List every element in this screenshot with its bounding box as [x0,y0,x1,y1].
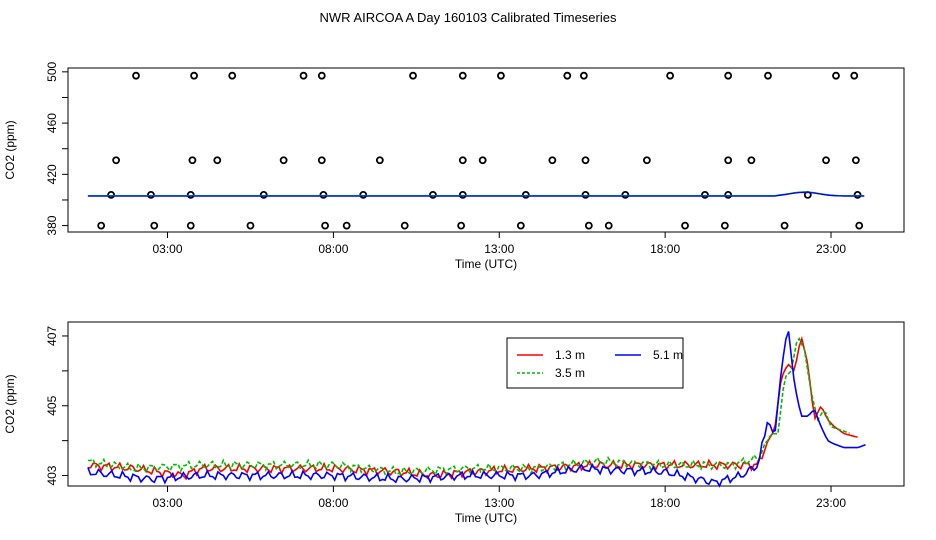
top-y-tick-label: 460 [45,113,59,133]
top-plot-frame [67,67,905,233]
bottom-panel: 03:00 08:00 13:00 18:00 23:00 403 405 407 Time (… [3,321,905,525]
top-scatter-point [516,221,525,230]
top-scatter-point [458,156,467,165]
top-scatter-point [478,156,487,165]
top-scatter-point [563,71,572,80]
bottom-x-axis-label: Time (UTC) [455,511,517,525]
bottom-x-tick-label: 23:00 [816,496,846,510]
top-scatter-point [764,71,772,80]
top-x-tick-label: 08:00 [318,242,348,256]
top-scatter-point [851,156,860,165]
top-scatter-point [701,190,709,199]
top-scatter-point [246,221,255,230]
bottom-y-axis-label: CO2 (ppm) [3,374,17,433]
top-scatter-point [186,221,195,230]
legend: 1.3 m 5.1 m 3.5 m [506,337,684,389]
top-scatter-point [458,190,467,199]
top-scatter-point [188,156,197,165]
top-scatter-point [186,190,195,199]
top-scatter-point [299,71,308,80]
chart-title: NWR AIRCOA A Day 160103 Calibrated Times… [320,10,617,25]
top-scatter-point [150,221,159,230]
top-scatter-point [457,221,466,230]
top-scatter-point [724,156,733,165]
bottom-plot-frame [67,321,905,487]
top-scatter-point [747,156,756,165]
top-scatter-point [112,156,121,165]
top-x-tick-label: 18:00 [650,242,680,256]
top-scatter-point [855,221,864,230]
bottom-x-tick-label: 03:00 [153,496,183,510]
top-x-tick-label: 13:00 [484,242,514,256]
top-scatter-point [681,221,689,230]
top-scatter-point [279,156,288,165]
legend-label: 1.3 m [555,348,585,362]
top-scatter-point [359,190,368,199]
top-scatter-point [317,156,326,165]
bottom-x-tick-label: 13:00 [484,496,514,510]
top-scatter-point [213,156,222,165]
top-scatter-point [429,190,437,199]
top-scatter-point [604,221,613,230]
top-series-line-35m [87,191,865,197]
top-scatter-point [147,190,155,199]
bottom-y-tick-label: 405 [45,395,59,415]
top-scatter-point [581,156,590,165]
top-scatter-point [832,71,840,80]
bottom-x-tick-label: 18:00 [650,496,680,510]
top-scatter-point [720,221,729,230]
top-scatter-point [497,71,505,80]
top-scatter-point [342,221,351,230]
legend-box [506,337,684,389]
top-scatter-point [724,71,733,80]
legend-label: 5.1 m [653,348,683,362]
top-scatter-point [850,71,859,80]
top-scatter-point [107,190,116,199]
top-scatter-point [853,190,862,199]
top-scatter-point [780,221,789,230]
top-scatter-point [584,221,593,230]
top-scatter-point [458,71,467,80]
top-scatter-point [548,156,557,165]
top-scatter-point [400,221,409,230]
top-scatter-point [259,190,268,199]
top-scatter-point [97,221,106,230]
top-panel: 03:00 08:00 13:00 18:00 23:00 380 420 460 500 Tim… [3,62,905,271]
top-scatter-point [317,71,326,80]
top-scatter-point [319,190,328,199]
top-y-axis-label: CO2 (ppm) [3,120,17,179]
top-scatter-point [724,190,733,199]
top-x-tick-label: 23:00 [816,242,846,256]
bottom-y-tick-label: 407 [45,326,59,346]
bottom-series-line-51m [87,331,866,488]
top-scatter-point [822,156,830,165]
top-scatter-point [132,71,140,80]
top-scatter-point [642,156,651,165]
top-scatter-point [581,190,590,199]
top-scatter-point [579,71,588,80]
top-y-tick-label: 420 [45,164,59,184]
bottom-x-tick-label: 08:00 [318,496,348,510]
bottom-y-tick-label: 403 [45,465,59,485]
top-x-tick-label: 03:00 [153,242,183,256]
top-scatter-point [621,190,630,199]
top-y-tick-label: 500 [45,62,59,82]
top-scatter-point [666,71,675,80]
top-scatter-point [521,190,530,199]
bottom-series-line-13m [87,335,858,481]
top-scatter-point [228,71,237,80]
top-series-line-51m [87,191,865,197]
legend-label: 3.5 m [555,366,585,380]
top-scatter-point [321,221,330,230]
top-scatter-point [409,71,417,80]
top-y-tick-label: 380 [45,215,59,235]
bottom-series-line-35m [87,337,850,477]
top-x-axis-label: Time (UTC) [455,257,517,271]
top-scatter-point [190,71,198,80]
top-scatter-point [375,156,384,165]
